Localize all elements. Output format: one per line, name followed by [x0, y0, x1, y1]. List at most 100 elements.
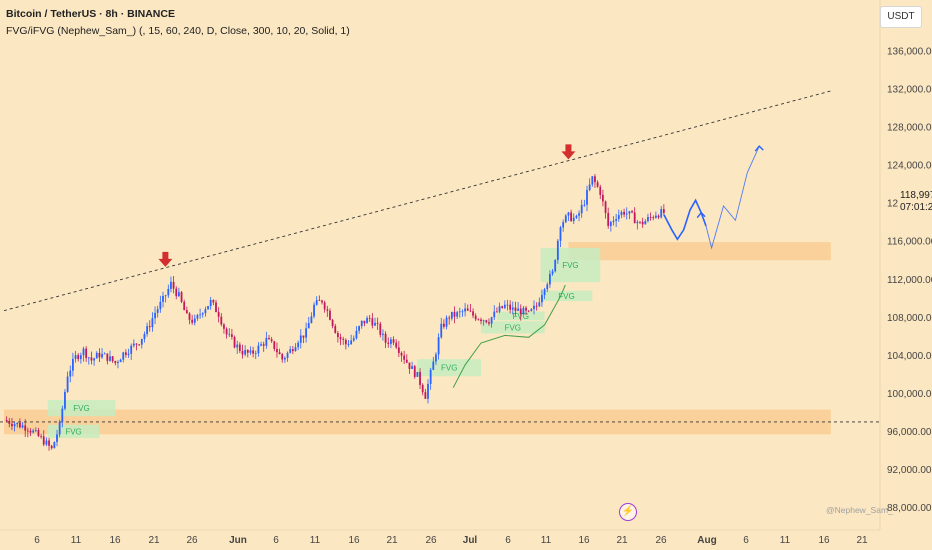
candle-body: [217, 312, 220, 317]
candle-body: [647, 217, 649, 222]
candle-body: [522, 307, 525, 315]
price-tick-label: 104,000.00: [887, 351, 932, 362]
candle-body: [262, 344, 265, 346]
projection-arrowhead: [696, 211, 706, 219]
candle-body: [201, 313, 204, 315]
time-tick-label: 6: [505, 535, 511, 546]
candle-body: [344, 339, 347, 345]
candle-body: [82, 348, 85, 356]
candle-body: [185, 310, 188, 314]
currency-badge[interactable]: USDT: [880, 6, 922, 28]
candle-body: [337, 332, 339, 338]
candle-body: [148, 326, 151, 328]
candle-body: [87, 357, 90, 359]
candle-body: [503, 304, 506, 308]
candle-body: [252, 350, 254, 354]
candle-body: [257, 345, 260, 354]
candle-body: [482, 320, 485, 322]
candle-body: [448, 317, 451, 319]
fvg-label: FVG: [65, 427, 81, 436]
candle-body: [469, 310, 472, 312]
candle-body: [352, 338, 355, 341]
price-tick-label: 128,000.00: [887, 123, 932, 134]
candle-body: [307, 323, 310, 329]
candle-body: [170, 281, 172, 289]
candle-body: [496, 311, 498, 313]
candle-body: [127, 353, 130, 355]
candle-body: [284, 357, 286, 360]
candle-body: [8, 420, 11, 424]
candle-body: [278, 352, 281, 355]
candle-body: [138, 344, 141, 346]
candle-body: [450, 311, 453, 319]
candle-body: [564, 215, 567, 223]
time-tick-label: 11: [780, 535, 791, 546]
candle-body: [575, 215, 578, 218]
candle-body: [530, 309, 533, 311]
candle-body: [379, 323, 382, 335]
candle-body: [72, 358, 74, 371]
candle-body: [485, 320, 488, 323]
time-tick-label: Aug: [697, 535, 716, 546]
candle-body: [29, 430, 32, 433]
candle-body: [657, 215, 660, 218]
fvg-label: FVG: [441, 364, 457, 373]
candle-body: [408, 362, 411, 369]
candle-body: [143, 333, 146, 339]
candle-body: [517, 308, 519, 311]
candle-body: [193, 318, 196, 323]
candle-body: [5, 420, 8, 421]
price-tick-label: 108,000.00: [887, 313, 932, 324]
candle-body: [146, 326, 148, 334]
candle-body: [40, 436, 42, 437]
candle-body: [37, 430, 40, 437]
indicator-legend[interactable]: FVG/iFVG (Nephew_Sam_) (, 15, 60, 240, D…: [6, 25, 350, 37]
candle-body: [533, 305, 535, 310]
candle-body: [594, 176, 596, 183]
candle-body: [615, 218, 618, 221]
candle-body: [95, 352, 98, 359]
candle-body: [443, 323, 445, 327]
candle-body: [111, 356, 114, 362]
candle-body: [315, 300, 318, 305]
candle-body: [58, 421, 61, 435]
candle-body: [42, 436, 45, 445]
candle-body: [26, 430, 29, 432]
candle-body: [501, 306, 504, 308]
candle-body: [609, 221, 612, 226]
candle-body: [135, 343, 138, 345]
candle-body: [297, 342, 300, 348]
candle-body: [541, 295, 543, 303]
candle-body: [162, 295, 164, 302]
candle-body: [631, 211, 633, 213]
symbol-title[interactable]: Bitcoin / TetherUS · 8h · BINANCE: [6, 8, 175, 20]
candle-body: [360, 320, 363, 327]
candle-body: [191, 319, 194, 323]
candle-body: [649, 217, 652, 218]
time-tick-label: 16: [109, 535, 121, 546]
candle-body: [617, 215, 620, 219]
candle-body: [223, 324, 225, 329]
candle-body: [183, 301, 186, 311]
candle-body: [435, 354, 437, 362]
candle-body: [543, 289, 546, 296]
candle-body: [588, 184, 591, 190]
candle-body: [416, 371, 419, 377]
lightning-bolt-icon[interactable]: ⚡: [619, 503, 637, 521]
candle-body: [570, 212, 572, 222]
candle-body: [207, 306, 209, 310]
candle-body: [103, 353, 106, 355]
price-tick-label: 88,000.00: [887, 503, 932, 514]
candle-body: [11, 423, 13, 427]
candle-body: [366, 317, 368, 324]
fvg-box: [540, 290, 593, 302]
candle-body: [525, 307, 527, 311]
candle-body: [53, 441, 56, 449]
candle-body: [156, 309, 159, 313]
candle-body: [421, 384, 424, 393]
candle-body: [368, 317, 371, 319]
down-arrow-icon: [561, 144, 576, 160]
candle-body: [50, 445, 53, 449]
last-price-value: 118,997.25: [900, 190, 932, 201]
